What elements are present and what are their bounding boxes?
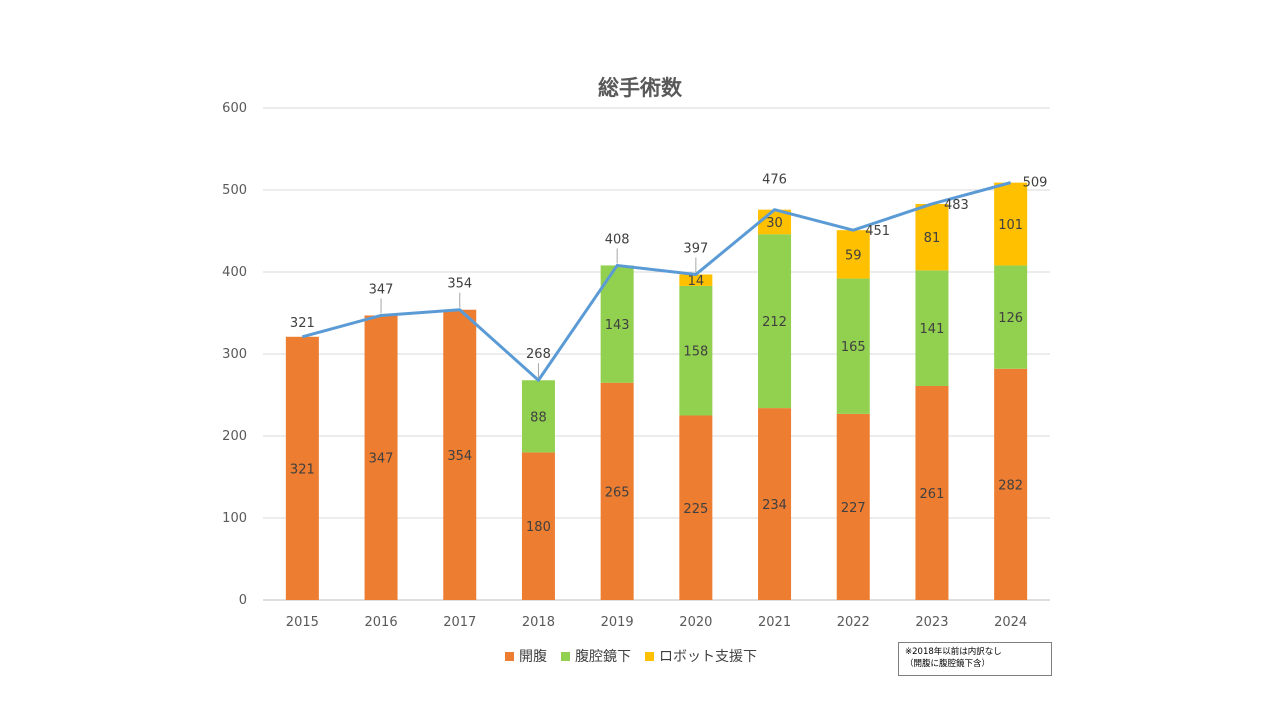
bar-segment — [994, 368, 1028, 600]
legend-item-laparoscopic: 腹腔鏡下 — [561, 646, 631, 666]
bar-segment — [758, 234, 792, 409]
bar-value-label: 165 — [841, 340, 866, 355]
x-tick-label: 2023 — [915, 615, 948, 630]
x-tick-label: 2017 — [443, 615, 476, 630]
bar-value-label: 234 — [762, 498, 787, 513]
bar-value-label: 282 — [998, 478, 1023, 493]
note-box: ※2018年以前は内訳なし （開腹に腹腔鏡下含） — [898, 642, 1052, 676]
y-tick-label: 400 — [222, 265, 247, 280]
bar-segment — [285, 336, 319, 600]
bar-segment — [836, 413, 870, 600]
total-value-label: 451 — [865, 224, 890, 239]
chart-title: 総手術数 — [598, 76, 682, 100]
bar-segment — [994, 265, 1028, 369]
y-tick-label: 600 — [222, 101, 247, 116]
y-tick-label: 100 — [222, 511, 247, 526]
y-tick-label: 200 — [222, 429, 247, 444]
bar-value-label: 261 — [920, 487, 945, 502]
legend-swatch-open — [505, 651, 514, 661]
total-value-label: 347 — [369, 282, 394, 297]
legend-item-robotic: ロボット支援下 — [645, 646, 757, 666]
bar-value-label: 321 — [290, 462, 315, 477]
bar-segment — [521, 380, 555, 453]
bar-value-label: 212 — [762, 315, 787, 330]
x-tick-label: 2021 — [758, 615, 791, 630]
bar-value-label: 265 — [605, 485, 630, 500]
bar-value-label: 143 — [605, 318, 630, 333]
x-tick-label: 2022 — [837, 615, 870, 630]
legend-label-open: 開腹 — [519, 649, 547, 665]
x-tick-label: 2018 — [522, 615, 555, 630]
legend-item-open: 開腹 — [505, 646, 547, 666]
bar-value-label: 347 — [369, 452, 394, 467]
bar-segment — [758, 408, 792, 600]
bar-segment — [915, 385, 949, 600]
legend: 開腹 腹腔鏡下 ロボット支援下 — [505, 646, 757, 666]
bar-segment — [836, 230, 870, 279]
total-value-label: 408 — [605, 232, 630, 247]
bar-value-label: 14 — [688, 274, 705, 289]
bar-segment — [443, 309, 477, 600]
bar-segment — [915, 270, 949, 386]
total-line — [301, 181, 1012, 382]
x-tick-label: 2015 — [286, 615, 319, 630]
total-value-label: 476 — [762, 173, 787, 188]
note-line-1: ※2018年以前は内訳なし — [905, 647, 1002, 657]
y-tick-label: 500 — [222, 183, 247, 198]
total-value-label: 268 — [526, 347, 551, 362]
bar-segment — [679, 274, 713, 286]
bar-segment — [600, 265, 634, 383]
bar-value-label: 30 — [766, 216, 783, 231]
bar-value-label: 101 — [998, 218, 1023, 233]
bar-value-label: 59 — [845, 248, 862, 263]
bar-value-label: 126 — [998, 311, 1023, 326]
bar-segment — [836, 278, 870, 414]
x-tick-label: 2019 — [601, 615, 634, 630]
y-tick-label: 0 — [239, 593, 247, 608]
bar-value-label: 225 — [683, 502, 708, 517]
y-tick-label: 300 — [222, 347, 247, 362]
legend-swatch-robotic — [645, 651, 654, 661]
legend-label-robotic: ロボット支援下 — [659, 649, 757, 665]
bar-value-label: 141 — [920, 322, 945, 337]
bar-segment — [679, 415, 713, 600]
bar-segment — [994, 182, 1028, 266]
total-value-label: 509 — [1023, 176, 1048, 191]
total-value-label: 321 — [290, 316, 315, 331]
bar-value-label: 180 — [526, 520, 551, 535]
note-line-2: （開腹に腹腔鏡下含） — [905, 659, 991, 669]
x-tick-label: 2016 — [365, 615, 398, 630]
total-value-label: 354 — [447, 277, 472, 292]
x-tick-label: 2024 — [994, 615, 1027, 630]
bar-segment — [600, 382, 634, 600]
bar-value-label: 88 — [530, 410, 547, 425]
bar-value-label: 354 — [447, 449, 472, 464]
total-value-label: 397 — [683, 241, 708, 256]
bar-segment — [521, 452, 555, 600]
bar-value-label: 227 — [841, 501, 866, 516]
x-tick-label: 2020 — [679, 615, 712, 630]
bar-segment — [915, 203, 949, 271]
bar-value-label: 158 — [683, 345, 708, 360]
bar-segment — [364, 315, 398, 600]
total-value-label: 483 — [944, 198, 969, 213]
bar-segment — [679, 285, 713, 416]
bar-value-label: 81 — [924, 231, 941, 246]
legend-label-laparoscopic: 腹腔鏡下 — [575, 649, 631, 665]
legend-swatch-laparoscopic — [561, 651, 570, 661]
